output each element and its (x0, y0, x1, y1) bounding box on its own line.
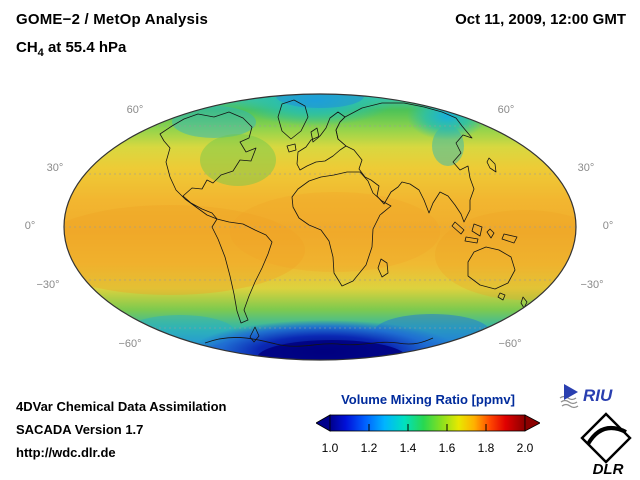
colorbar-gradient-bar (329, 414, 526, 432)
riu-logo: RIU (558, 381, 634, 414)
species-level-label: CH4 at 55.4 hPa (16, 39, 127, 59)
lat-label-right-30: 30° (577, 162, 595, 174)
tropical-high-atlantic (230, 192, 440, 272)
dlr-logo-diamond-icon (580, 412, 632, 464)
lat-label-left-60: 60° (126, 104, 144, 116)
dlr-logo-wing-icon (586, 426, 627, 446)
north-america-green-tongue (200, 134, 276, 186)
colorbar-scale (315, 414, 541, 432)
analysis-datetime: Oct 11, 2009, 12:00 GMT (455, 11, 626, 28)
dlr-logo-text: DLR (593, 461, 624, 476)
riu-logo-text: RIU (583, 386, 613, 405)
lat-label-right-minus30: −30° (580, 279, 604, 291)
dlr-logo: DLR (574, 412, 638, 480)
tick-1.4: 1.4 (399, 441, 417, 455)
colorbar-tick-labels: 1.0 1.2 1.4 1.6 1.8 2.0 (316, 441, 540, 455)
map-outline (63, 93, 577, 361)
tropical-high-pacific (64, 205, 305, 295)
lat-label-right-0: 0° (602, 220, 614, 232)
wdc-url: http://wdc.dlr.de (16, 445, 116, 460)
canadian-arctic-patch (172, 106, 256, 138)
colorbar-left-arrow (315, 414, 331, 432)
lat-label-left-minus60: −60° (118, 338, 142, 350)
lat-label-right-60: 60° (497, 104, 515, 116)
page-title: GOME−2 / MetOp Analysis (16, 11, 209, 28)
riu-logo-waves (559, 395, 579, 409)
colorbar-tick-marks (368, 424, 487, 431)
colorbar-right-arrow (524, 414, 541, 432)
riu-logo-sail-icon (564, 384, 578, 400)
lat-label-left-minus30: −30° (36, 279, 60, 291)
asian-low-tongue (432, 126, 464, 166)
lat-label-left-30: 30° (46, 162, 64, 174)
species-subscript: 4 (37, 47, 44, 59)
antarctic-vortex-core (257, 340, 407, 360)
coastlines (159, 99, 528, 347)
tick-1.8: 1.8 (477, 441, 495, 455)
version-label: SACADA Version 1.7 (16, 422, 144, 437)
tick-1.0: 1.0 (321, 441, 339, 455)
species-symbol: CH (16, 39, 38, 56)
tick-1.6: 1.6 (438, 441, 456, 455)
pressure-level: at 55.4 hPa (43, 39, 127, 56)
north-pole-blue (276, 94, 364, 108)
lat-label-right-minus60: −60° (498, 338, 522, 350)
colorbar-title: Volume Mixing Ratio [ppmv] (341, 392, 515, 407)
tick-2.0: 2.0 (516, 441, 534, 455)
lat-label-left-0: 0° (24, 220, 36, 232)
assimilation-label: 4DVar Chemical Data Assimilation (16, 399, 227, 414)
tick-1.2: 1.2 (360, 441, 378, 455)
colorbar: Volume Mixing Ratio [ppmv] 1.0 1.2 1.4 1… (315, 392, 541, 455)
